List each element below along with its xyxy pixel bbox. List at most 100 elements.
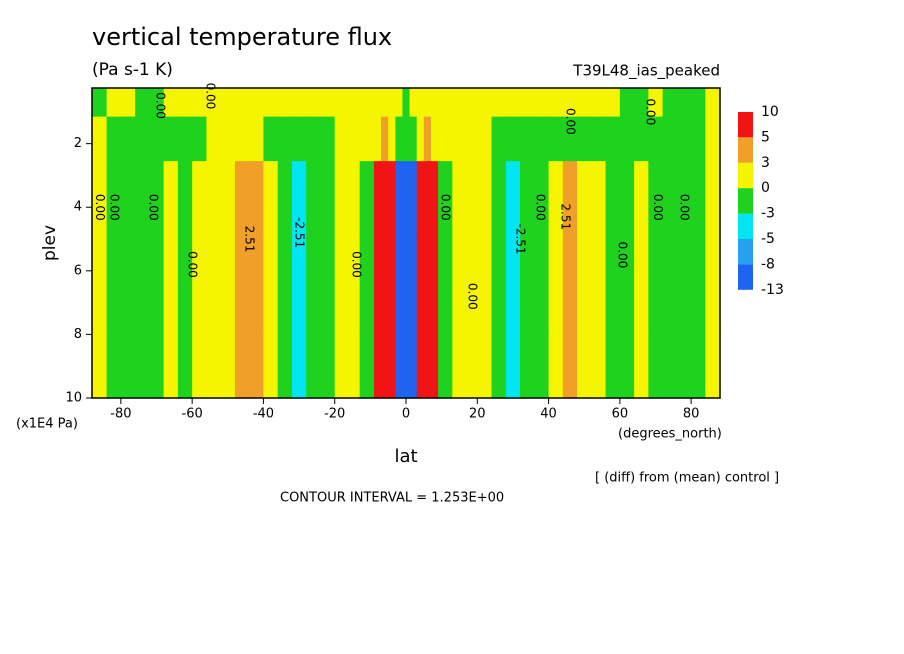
field-cell bbox=[452, 88, 464, 118]
field-cell bbox=[634, 116, 649, 162]
field-cell bbox=[306, 116, 322, 162]
field-cell bbox=[395, 239, 404, 331]
field-cell bbox=[505, 116, 521, 162]
field-cell bbox=[662, 88, 678, 118]
field-cell bbox=[605, 116, 621, 162]
field-cell bbox=[534, 239, 550, 331]
field-cell bbox=[320, 239, 336, 331]
field-cell bbox=[548, 239, 564, 331]
field-cell bbox=[163, 329, 179, 399]
colorbar-label: 0 bbox=[761, 180, 770, 196]
field-cell bbox=[591, 161, 607, 240]
field-cell bbox=[409, 239, 418, 331]
field-cell bbox=[416, 239, 425, 331]
field-cell bbox=[348, 161, 361, 240]
field-cell bbox=[277, 329, 293, 399]
contour-interval: CONTOUR INTERVAL = 1.253E+00 bbox=[280, 491, 504, 506]
field-cell bbox=[249, 239, 265, 331]
field-cell bbox=[92, 116, 108, 162]
field-cell bbox=[416, 329, 425, 399]
field-cell bbox=[306, 161, 322, 240]
colorbar-box bbox=[738, 112, 753, 138]
field-cell bbox=[135, 239, 150, 331]
field-cell bbox=[263, 239, 279, 331]
field-cell bbox=[676, 239, 692, 331]
field-cell bbox=[234, 329, 250, 399]
field-cell bbox=[619, 161, 635, 240]
contour-label: 0.00 bbox=[651, 194, 665, 221]
colorbar-box bbox=[738, 264, 753, 290]
field-cell bbox=[163, 239, 179, 331]
field-cell bbox=[334, 116, 350, 162]
field-cell bbox=[416, 116, 425, 162]
field-cell bbox=[438, 88, 446, 118]
field-cell bbox=[463, 161, 478, 240]
contour-label: 0.00 bbox=[615, 242, 629, 269]
field-cell bbox=[277, 239, 293, 331]
field-cell bbox=[381, 329, 389, 399]
field-cell bbox=[135, 329, 150, 399]
field-cell bbox=[177, 116, 193, 162]
field-cell bbox=[648, 239, 664, 331]
field-cell bbox=[106, 116, 122, 162]
contour-label: 0.00 bbox=[678, 194, 692, 221]
field-cell bbox=[92, 88, 108, 118]
field-cell bbox=[619, 116, 635, 162]
colorbar-label: 5 bbox=[761, 129, 770, 145]
field-cell bbox=[366, 329, 375, 399]
field-cell bbox=[192, 116, 208, 162]
field-cell bbox=[619, 239, 635, 331]
field-cell bbox=[619, 88, 635, 118]
field-cell bbox=[591, 88, 607, 118]
colorbar-label: -3 bbox=[761, 206, 775, 222]
field-cell bbox=[373, 329, 382, 399]
field-cell bbox=[445, 116, 453, 162]
y-tick-label: 6 bbox=[74, 263, 82, 278]
field-cell bbox=[277, 116, 293, 162]
field-cell bbox=[445, 329, 453, 399]
field-cell bbox=[135, 161, 150, 240]
field-cell bbox=[662, 239, 678, 331]
field-cell bbox=[234, 161, 250, 240]
field-cell bbox=[220, 116, 236, 162]
field-cell bbox=[163, 88, 179, 118]
field-cell bbox=[430, 239, 439, 331]
contour-label: 0.00 bbox=[93, 194, 107, 221]
field-cell bbox=[534, 329, 550, 399]
field-cell bbox=[438, 239, 446, 331]
field-cell bbox=[306, 329, 322, 399]
field-cell bbox=[409, 329, 418, 399]
field-cell bbox=[373, 88, 382, 118]
contour-label: 0.00 bbox=[203, 83, 217, 110]
field-cell bbox=[477, 88, 493, 118]
field-cell bbox=[149, 329, 165, 399]
field-cell bbox=[249, 329, 265, 399]
field-cell bbox=[605, 88, 621, 118]
field-cell bbox=[291, 161, 307, 240]
field-cell bbox=[591, 329, 607, 399]
field-cell bbox=[548, 88, 564, 118]
field-cell bbox=[120, 161, 136, 240]
field-cell bbox=[291, 329, 307, 399]
field-cell bbox=[691, 161, 706, 240]
y-tick-label: 4 bbox=[74, 200, 82, 215]
field-cell bbox=[348, 88, 361, 118]
field-cell bbox=[605, 329, 621, 399]
field-cell bbox=[691, 116, 706, 162]
colorbar-box bbox=[738, 162, 753, 189]
field-cell bbox=[381, 116, 389, 162]
contour-label: 0.00 bbox=[465, 283, 479, 310]
x-tick-label: -80 bbox=[110, 407, 131, 422]
field-cell bbox=[562, 161, 578, 240]
field-cell bbox=[92, 329, 108, 399]
field-cell bbox=[373, 161, 382, 240]
field-cell bbox=[263, 88, 279, 118]
field-cell bbox=[430, 161, 439, 240]
contour-label: -2.51 bbox=[293, 217, 307, 248]
colorbar-box bbox=[738, 137, 753, 163]
field-cell bbox=[291, 88, 307, 118]
field-cell bbox=[149, 239, 165, 331]
field-cell bbox=[634, 329, 649, 399]
field-cell bbox=[491, 239, 507, 331]
field-cell bbox=[359, 161, 368, 240]
